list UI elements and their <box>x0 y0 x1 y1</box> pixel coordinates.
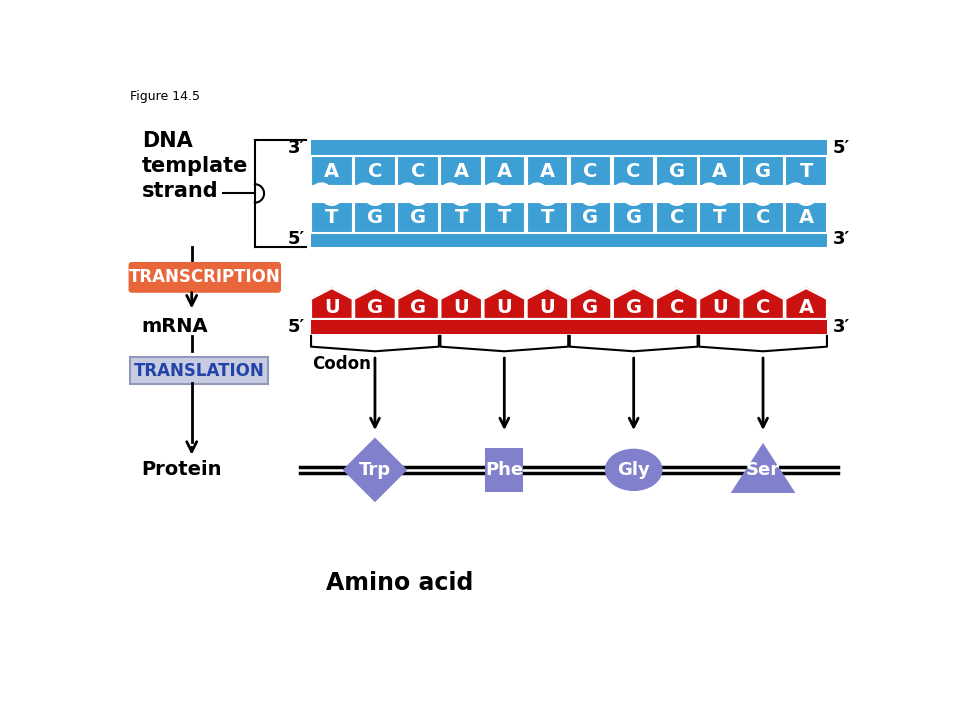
Text: U: U <box>712 298 728 317</box>
Polygon shape <box>785 288 827 319</box>
Text: Protein: Protein <box>142 460 222 480</box>
Text: C: C <box>670 208 684 227</box>
FancyBboxPatch shape <box>354 156 396 186</box>
Polygon shape <box>397 288 439 319</box>
Text: C: C <box>756 298 770 317</box>
Ellipse shape <box>605 449 662 491</box>
Polygon shape <box>484 288 525 319</box>
FancyBboxPatch shape <box>742 156 783 186</box>
Polygon shape <box>731 443 796 493</box>
FancyBboxPatch shape <box>441 202 482 233</box>
FancyBboxPatch shape <box>441 156 482 186</box>
Text: TRANSCRIPTION: TRANSCRIPTION <box>129 269 280 287</box>
Text: G: G <box>669 161 684 181</box>
Text: 5′: 5′ <box>833 139 851 157</box>
Text: A: A <box>324 161 340 181</box>
FancyBboxPatch shape <box>785 202 827 233</box>
Polygon shape <box>742 288 783 319</box>
Polygon shape <box>656 288 698 319</box>
Text: TRANSLATION: TRANSLATION <box>133 361 264 379</box>
Text: G: G <box>755 161 771 181</box>
FancyBboxPatch shape <box>612 156 655 186</box>
Text: G: G <box>367 298 383 317</box>
Polygon shape <box>441 288 482 319</box>
Text: G: G <box>410 208 426 227</box>
Text: U: U <box>496 298 513 317</box>
FancyBboxPatch shape <box>699 202 741 233</box>
FancyBboxPatch shape <box>527 202 568 233</box>
Text: C: C <box>411 161 425 181</box>
Text: 5′: 5′ <box>288 230 305 248</box>
Text: mRNA: mRNA <box>142 317 208 336</box>
Text: C: C <box>627 161 641 181</box>
Text: A: A <box>799 298 814 317</box>
Text: A: A <box>454 161 468 181</box>
Text: A: A <box>540 161 555 181</box>
FancyBboxPatch shape <box>129 262 281 293</box>
FancyBboxPatch shape <box>354 202 396 233</box>
FancyBboxPatch shape <box>397 202 439 233</box>
FancyBboxPatch shape <box>527 156 568 186</box>
Text: T: T <box>325 208 339 227</box>
Text: T: T <box>800 161 813 181</box>
FancyBboxPatch shape <box>131 356 268 384</box>
Text: Phe: Phe <box>485 461 523 479</box>
Text: A: A <box>799 208 814 227</box>
Polygon shape <box>612 288 655 319</box>
FancyBboxPatch shape <box>656 202 698 233</box>
Text: Amino acid: Amino acid <box>326 570 474 595</box>
Text: G: G <box>367 208 383 227</box>
Text: Trp: Trp <box>359 461 391 479</box>
Text: C: C <box>584 161 598 181</box>
FancyBboxPatch shape <box>486 448 523 492</box>
Text: G: G <box>626 298 641 317</box>
Text: G: G <box>583 208 599 227</box>
Text: U: U <box>453 298 469 317</box>
FancyBboxPatch shape <box>311 202 352 233</box>
Text: C: C <box>670 298 684 317</box>
Polygon shape <box>311 288 352 319</box>
FancyBboxPatch shape <box>742 202 783 233</box>
FancyBboxPatch shape <box>785 156 827 186</box>
FancyBboxPatch shape <box>311 140 827 156</box>
Text: A: A <box>712 161 728 181</box>
FancyBboxPatch shape <box>311 231 827 246</box>
FancyBboxPatch shape <box>570 156 612 186</box>
Text: A: A <box>496 161 512 181</box>
Text: G: G <box>410 298 426 317</box>
FancyBboxPatch shape <box>484 156 525 186</box>
Text: 3′: 3′ <box>288 139 305 157</box>
Text: T: T <box>497 208 511 227</box>
Text: T: T <box>454 208 468 227</box>
FancyBboxPatch shape <box>612 202 655 233</box>
Polygon shape <box>699 288 741 319</box>
FancyBboxPatch shape <box>397 156 439 186</box>
Text: G: G <box>583 298 599 317</box>
Text: T: T <box>713 208 727 227</box>
Text: 3′: 3′ <box>833 230 851 248</box>
Text: T: T <box>540 208 554 227</box>
Polygon shape <box>527 288 568 319</box>
Text: 5′: 5′ <box>288 318 305 336</box>
Text: Figure 14.5: Figure 14.5 <box>131 90 200 103</box>
Text: Gly: Gly <box>617 461 650 479</box>
Text: Ser: Ser <box>746 461 780 479</box>
FancyBboxPatch shape <box>699 156 741 186</box>
FancyBboxPatch shape <box>570 202 612 233</box>
FancyBboxPatch shape <box>311 156 352 186</box>
Text: Codon: Codon <box>313 355 372 373</box>
Text: U: U <box>540 298 555 317</box>
Text: G: G <box>626 208 641 227</box>
Polygon shape <box>354 288 396 319</box>
FancyBboxPatch shape <box>656 156 698 186</box>
Text: U: U <box>324 298 340 317</box>
Text: DNA
template
strand: DNA template strand <box>142 131 248 200</box>
FancyBboxPatch shape <box>311 319 827 334</box>
Text: 3′: 3′ <box>833 318 851 336</box>
Text: C: C <box>756 208 770 227</box>
Polygon shape <box>343 438 407 503</box>
Polygon shape <box>570 288 612 319</box>
Text: C: C <box>368 161 382 181</box>
FancyBboxPatch shape <box>484 202 525 233</box>
